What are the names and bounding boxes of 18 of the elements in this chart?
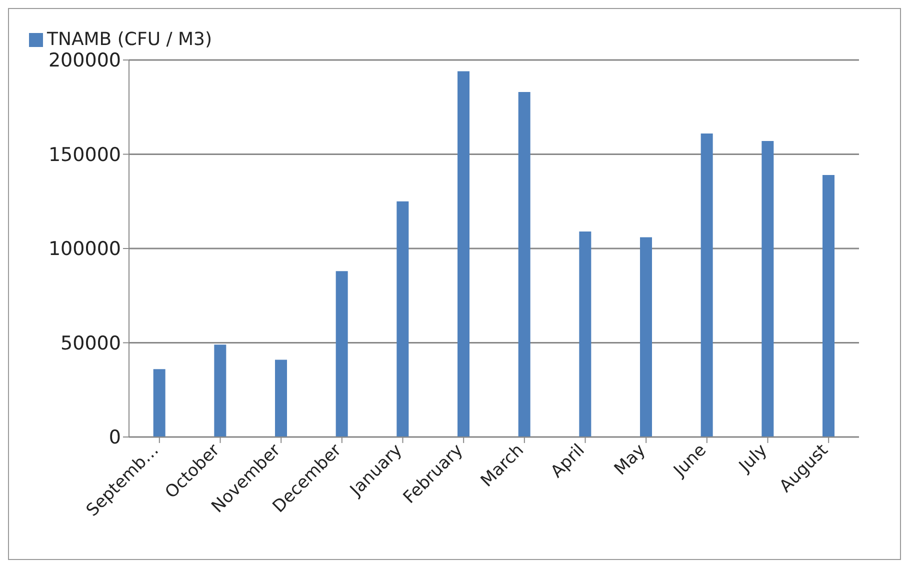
bar: [700, 134, 713, 437]
bar: [579, 232, 592, 437]
y-tick-label: 200000: [48, 50, 121, 72]
bar: [275, 360, 287, 437]
bar: [396, 201, 409, 437]
bar: [153, 369, 166, 437]
bar: [336, 271, 348, 437]
bar: [214, 344, 226, 437]
bar: [518, 92, 530, 437]
y-tick-label: 150000: [48, 144, 121, 166]
bar: [822, 174, 834, 437]
bar: [458, 71, 470, 437]
legend-label: TNAMB (CFU / M3): [47, 29, 212, 50]
bar: [640, 237, 652, 437]
bar: [762, 141, 774, 437]
y-tick-label: 100000: [48, 238, 121, 260]
y-tick-label: 0: [108, 426, 121, 449]
y-tick-label: 50000: [60, 332, 121, 354]
